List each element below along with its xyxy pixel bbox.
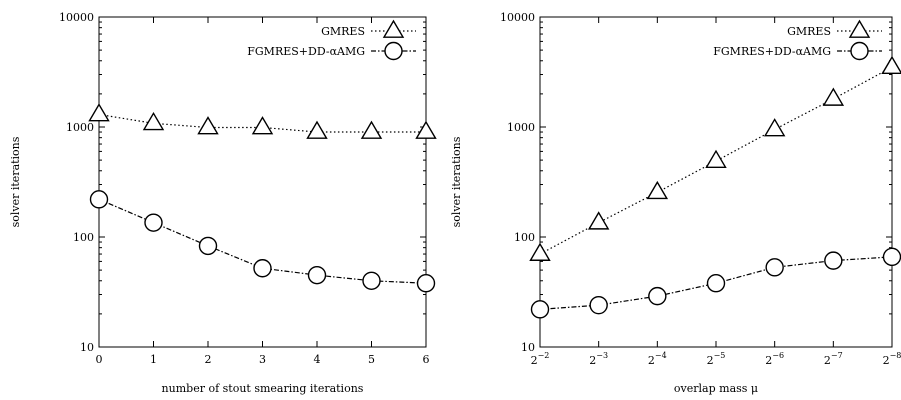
x-tick-exponent: −7 — [831, 351, 843, 360]
data-point — [307, 265, 327, 285]
x-tick-label: 2−2 — [531, 351, 550, 367]
data-point — [706, 274, 726, 293]
y-axis-label: solver iterations — [450, 136, 463, 227]
data-point — [587, 211, 610, 230]
data-point — [705, 149, 727, 168]
data-point — [881, 55, 901, 75]
plot-frame — [98, 16, 427, 348]
x-tick-label: 3 — [259, 353, 266, 366]
legend-label: FGMRES+DD-αAMG — [713, 45, 831, 58]
series-fgmres-dd-aamg — [89, 190, 436, 293]
data-point — [360, 120, 383, 139]
series-fgmres-dd-aamg — [530, 247, 901, 319]
data-point — [306, 120, 328, 139]
data-point — [251, 116, 274, 135]
x-tick-base: 2 — [883, 354, 890, 367]
data-point — [529, 242, 551, 261]
data-point — [362, 271, 381, 290]
x-tick-exponent: −4 — [655, 351, 667, 360]
data-point — [824, 251, 843, 270]
x-tick-label: 5 — [368, 353, 375, 366]
x-tick-label: 2−6 — [765, 351, 784, 367]
y-axis: 10 100 1000 10000 — [59, 11, 426, 354]
data-point — [88, 103, 110, 122]
x-axis: 2−2 2−3 2−4 2−5 2−6 2−7 2−8 — [531, 17, 901, 367]
y-tick-label: 10 — [80, 341, 94, 354]
y-tick-label: 10 — [521, 341, 535, 354]
y-tick-label: 10000 — [59, 11, 94, 24]
data-point — [197, 116, 219, 135]
data-point — [646, 180, 669, 200]
legend-marker — [382, 19, 405, 38]
x-tick-base: 2 — [765, 354, 772, 367]
legend-label: GMRES — [787, 25, 831, 38]
data-point — [142, 111, 165, 131]
chart-panel-1: 10 100 1000 10000 0 1 2 3 4 5 6 number of stout sme… — [9, 11, 437, 395]
legend-label: GMRES — [321, 25, 365, 38]
x-tick-label: 6 — [423, 353, 430, 366]
legend-marker — [850, 41, 869, 61]
data-point — [415, 120, 437, 139]
y-tick-label: 1000 — [507, 121, 535, 134]
series-gmres — [529, 55, 901, 261]
x-axis-label: overlap mass μ — [674, 382, 758, 395]
series-gmres — [88, 103, 437, 139]
x-axis-label: number of stout smearing iterations — [162, 382, 364, 395]
x-tick-label: 2−4 — [648, 351, 667, 367]
x-tick-base: 2 — [589, 354, 596, 367]
x-tick-label: 2−3 — [589, 351, 608, 367]
x-axis: 0 1 2 3 4 5 6 — [96, 17, 430, 366]
data-point — [144, 213, 163, 232]
data-point — [89, 190, 109, 209]
x-tick-label: 2−8 — [883, 351, 901, 367]
data-point — [765, 258, 784, 277]
x-tick-label: 0 — [96, 353, 103, 366]
legend-label: FGMRES+DD-αAMG — [247, 45, 365, 58]
x-tick-label: 2−5 — [707, 351, 726, 367]
x-tick-exponent: −6 — [772, 351, 784, 360]
y-tick-label: 100 — [73, 231, 94, 244]
y-axis-label: solver iterations — [9, 136, 22, 227]
data-point — [589, 295, 608, 315]
data-point — [763, 118, 786, 137]
legend: GMRES FGMRES+DD-αAMG — [713, 19, 882, 61]
plot-frame — [539, 16, 893, 348]
legend-marker — [384, 41, 403, 61]
y-tick-label: 10000 — [500, 11, 535, 24]
y-tick-label: 100 — [514, 231, 535, 244]
legend: GMRES FGMRES+DD-αAMG — [247, 19, 416, 61]
data-point — [416, 274, 436, 293]
x-tick-exponent: −5 — [714, 351, 726, 360]
data-point — [648, 286, 667, 306]
x-tick-label: 2−7 — [824, 351, 843, 367]
x-tick-label: 1 — [150, 353, 157, 366]
x-tick-base: 2 — [824, 354, 831, 367]
legend-marker — [848, 19, 871, 38]
data-point — [822, 87, 845, 106]
y-axis: 10 100 1000 10000 — [500, 11, 892, 354]
x-tick-exponent: −2 — [538, 351, 550, 360]
y-tick-label: 1000 — [66, 121, 94, 134]
x-tick-base: 2 — [648, 354, 655, 367]
x-tick-base: 2 — [531, 354, 538, 367]
x-tick-exponent: −3 — [596, 351, 608, 360]
x-tick-label: 2 — [205, 353, 212, 366]
data-point — [882, 247, 901, 267]
x-tick-exponent: −8 — [890, 351, 901, 360]
x-tick-base: 2 — [707, 354, 714, 367]
data-point — [530, 300, 550, 319]
data-point — [198, 236, 218, 256]
data-point — [253, 259, 272, 278]
x-tick-label: 4 — [314, 353, 321, 366]
